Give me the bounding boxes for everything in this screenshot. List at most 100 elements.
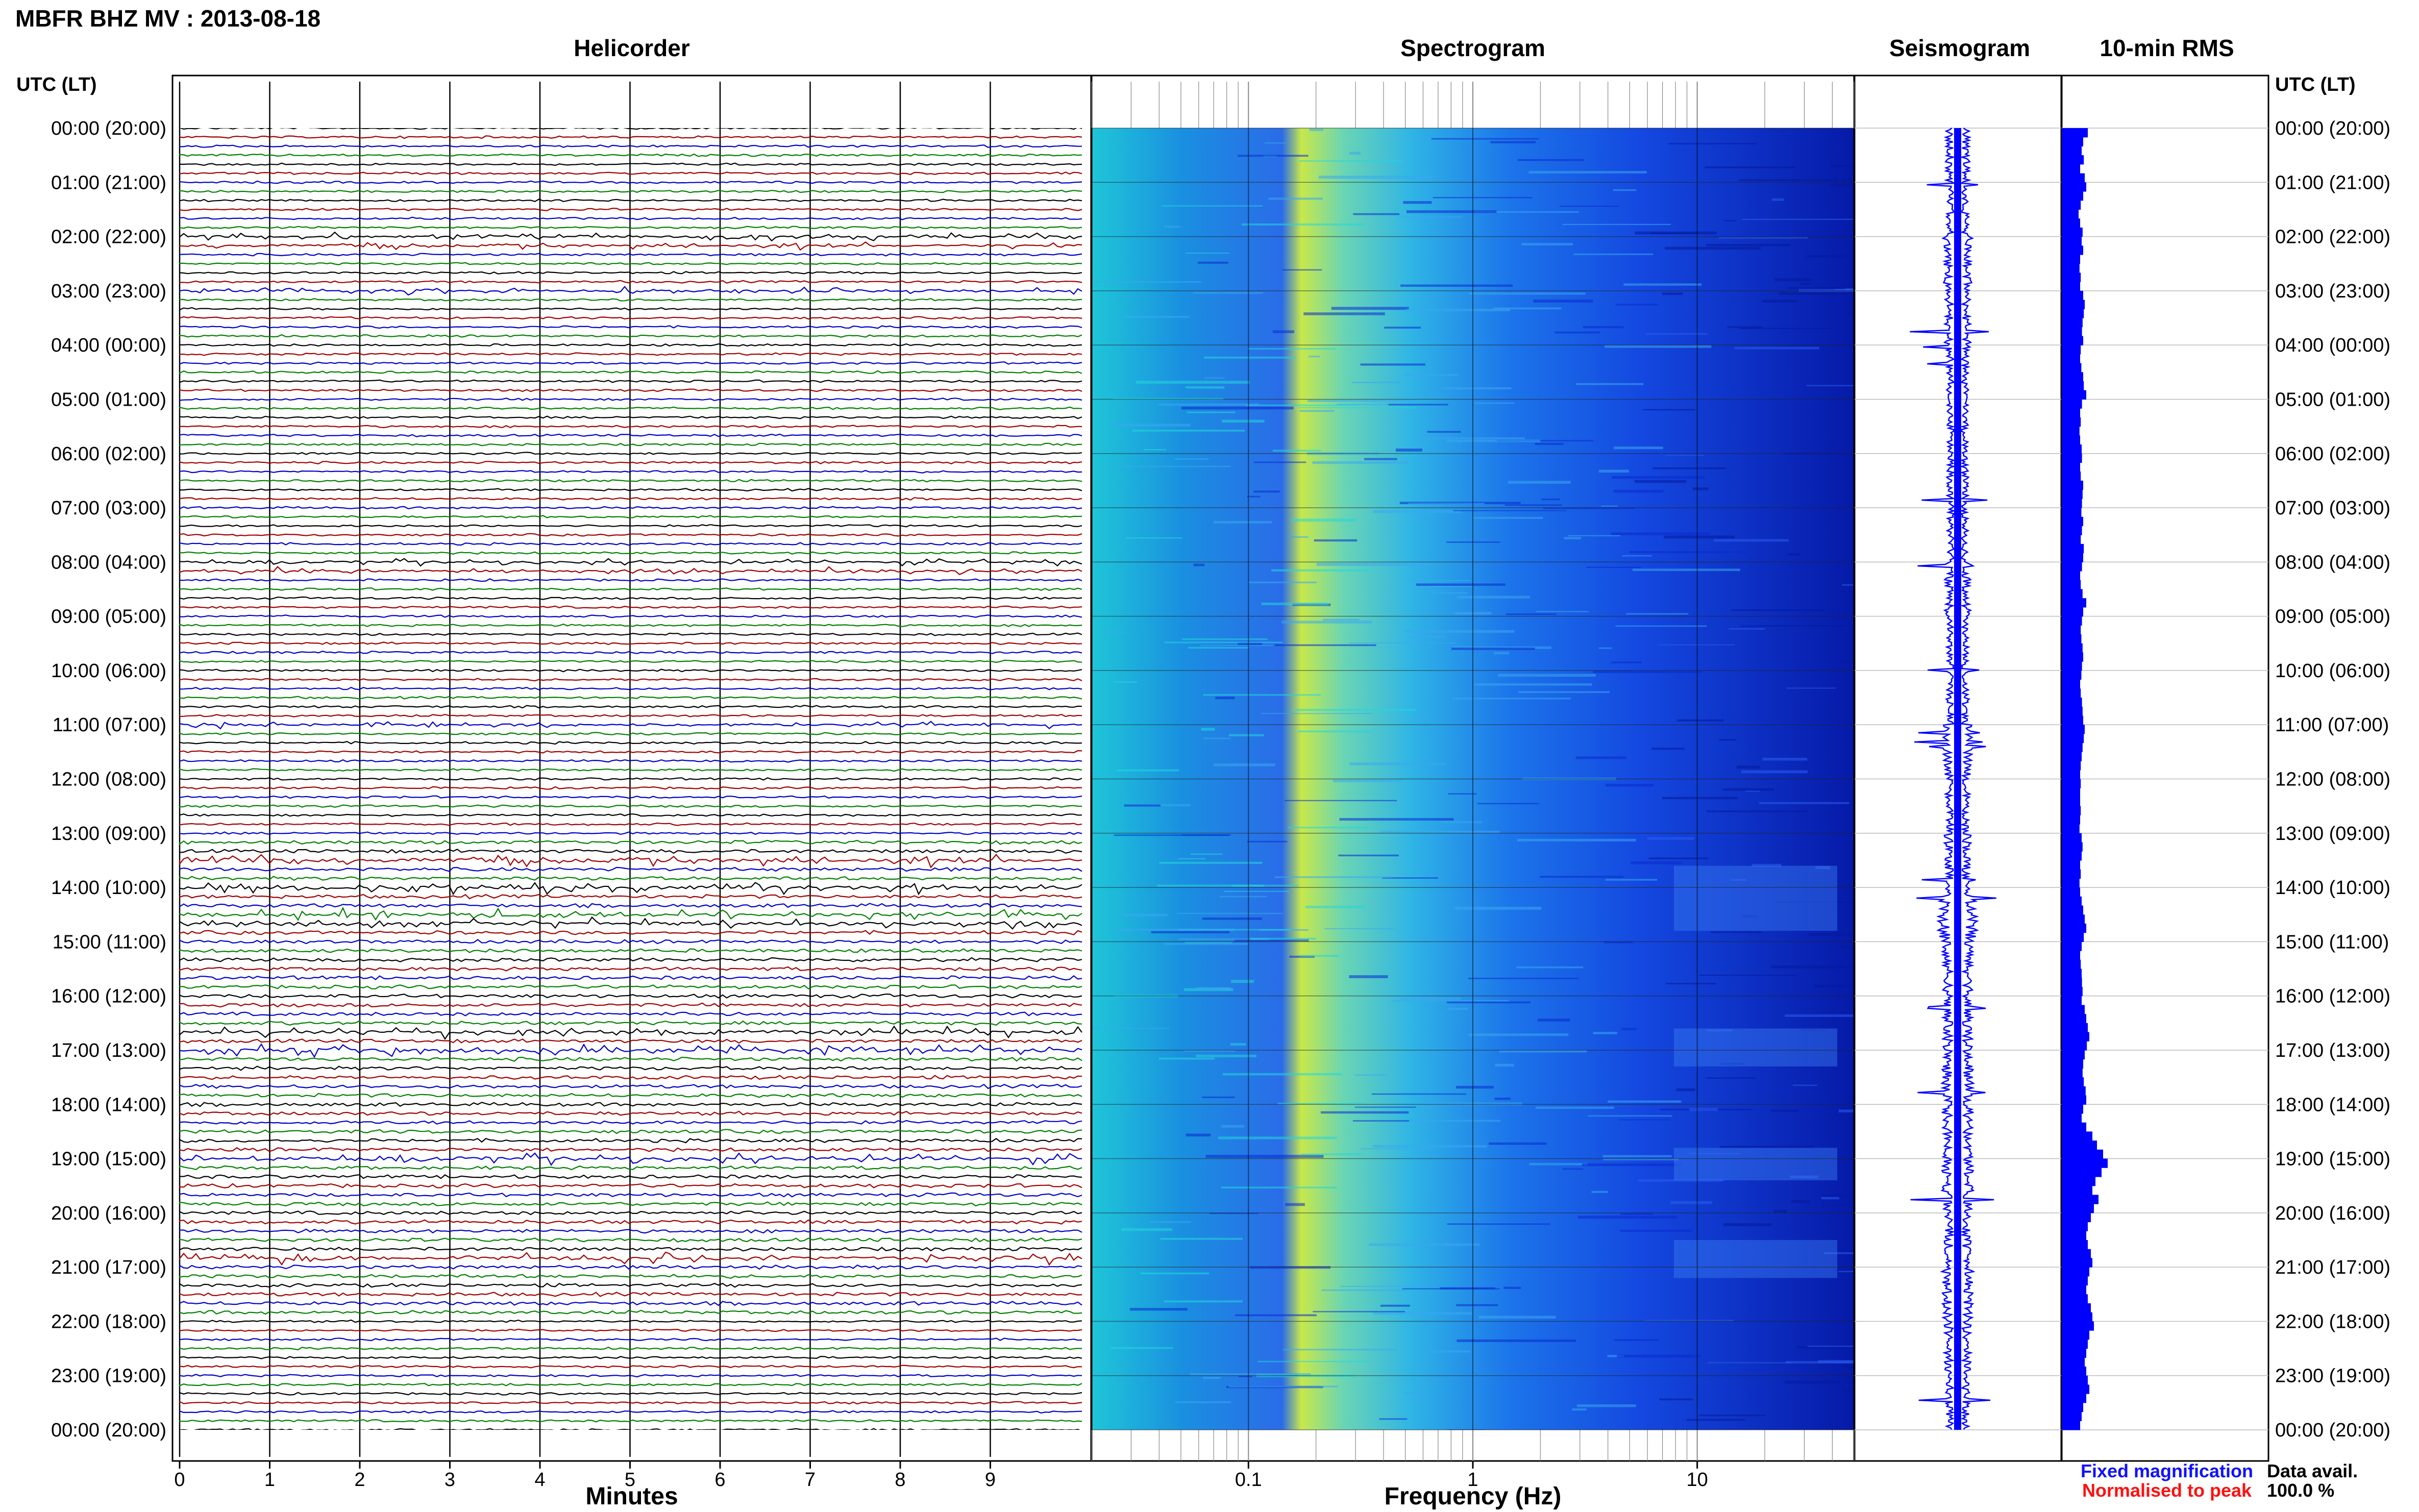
rms-bar bbox=[2062, 182, 2086, 192]
spectrogram-streak bbox=[1788, 287, 1841, 289]
helicorder-trace-row bbox=[179, 795, 1082, 799]
spectrogram-streak bbox=[1232, 884, 1299, 887]
helicorder-x-tick-label: 4 bbox=[534, 1469, 545, 1491]
spectrogram-streak bbox=[1831, 165, 1854, 167]
spectrogram-streak bbox=[1658, 644, 1735, 646]
spectrogram-streak bbox=[1341, 1285, 1416, 1287]
rms-bar bbox=[2062, 1411, 2082, 1421]
rms-bar bbox=[2062, 652, 2083, 662]
helicorder-trace-row bbox=[179, 285, 1082, 296]
spectrogram-streak bbox=[1468, 978, 1579, 979]
spectrogram-streak bbox=[1361, 1148, 1437, 1150]
rms-bar bbox=[2062, 932, 2084, 942]
spectrogram-streak bbox=[1776, 901, 1854, 903]
rms-bar bbox=[2062, 372, 2083, 382]
helicorder-trace-row bbox=[179, 587, 1082, 591]
spectrogram-streak bbox=[1686, 1419, 1745, 1421]
rms-bar bbox=[2062, 489, 2083, 499]
time-tick-label: 20:00 (16:00) bbox=[51, 1203, 166, 1224]
rms-bar bbox=[2062, 543, 2084, 554]
spectrogram-streak bbox=[1707, 1029, 1733, 1032]
rms-bar bbox=[2062, 516, 2083, 527]
spectrogram-streak bbox=[1404, 630, 1515, 633]
spectrogram-streak bbox=[1742, 915, 1758, 918]
spectrogram-streak bbox=[1403, 201, 1432, 204]
spectrogram-streak bbox=[1452, 698, 1571, 700]
spectrogram-streak bbox=[1614, 447, 1663, 450]
spectrogram-streak bbox=[1312, 461, 1409, 464]
spectrogram-streak bbox=[1503, 1286, 1521, 1289]
time-tick-label: 09:00 (05:00) bbox=[51, 606, 166, 628]
helicorder-trace-row bbox=[179, 334, 1082, 338]
spectrogram-streak bbox=[1535, 1106, 1614, 1109]
spectrogram-streak bbox=[1447, 439, 1540, 442]
rms-bar bbox=[2062, 1212, 2091, 1223]
helicorder-trace-row bbox=[179, 153, 1082, 157]
spectrogram-streak bbox=[1447, 1001, 1531, 1004]
spectrogram-streak bbox=[1249, 581, 1317, 584]
rms-bar bbox=[2062, 137, 2083, 146]
helicorder-trace-row bbox=[179, 524, 1082, 528]
time-tick-label: 11:00 (07:00) bbox=[53, 714, 166, 736]
rms-bar bbox=[2062, 1122, 2086, 1132]
spectrogram-streak bbox=[1352, 382, 1400, 383]
spectrogram-streak bbox=[1797, 1346, 1854, 1349]
spectrogram-streak bbox=[1307, 400, 1416, 402]
spectrogram-streak bbox=[1665, 246, 1761, 250]
spectrogram-streak bbox=[1626, 613, 1689, 615]
spectrogram-streak bbox=[1644, 1320, 1734, 1322]
helicorder-trace-row bbox=[179, 768, 1082, 772]
helicorder-trace-row bbox=[179, 425, 1082, 429]
spectrogram-streak bbox=[1603, 1158, 1679, 1160]
spectrogram-streak bbox=[1631, 861, 1682, 864]
helicorder-trace-row bbox=[179, 668, 1082, 673]
helicorder-trace-row bbox=[179, 566, 1082, 576]
spectrogram-streak bbox=[1298, 730, 1373, 733]
helicorder-trace-row bbox=[179, 732, 1082, 736]
helicorder-trace-row bbox=[179, 128, 1082, 130]
spectrogram-x-ticks: 0.1 1 10 bbox=[1235, 1461, 1708, 1491]
helicorder-trace-row bbox=[179, 721, 1082, 730]
helicorder-trace-row bbox=[179, 316, 1082, 320]
rms-bar bbox=[2062, 290, 2083, 301]
spectrogram-band bbox=[1674, 1240, 1837, 1278]
spectrogram-band bbox=[1674, 1028, 1837, 1067]
spectrogram-streak bbox=[1422, 1102, 1523, 1105]
spectrogram-streak bbox=[1121, 465, 1231, 467]
rms-bar bbox=[2062, 742, 2083, 752]
rms-bar bbox=[2062, 245, 2083, 255]
spectrogram-streak bbox=[1719, 1146, 1814, 1148]
spectrogram-streak bbox=[1182, 638, 1268, 640]
rms-bar bbox=[2062, 698, 2082, 707]
helicorder-trace-row bbox=[179, 1428, 1081, 1430]
rms-bar bbox=[2062, 363, 2082, 373]
helicorder-trace-row bbox=[179, 515, 1082, 518]
spectrogram-streak bbox=[1448, 793, 1477, 795]
helicorder-trace-row bbox=[179, 624, 1082, 628]
spectrogram-streak bbox=[1210, 1212, 1259, 1214]
helicorder-trace-row bbox=[179, 596, 1082, 600]
spectrogram-streak bbox=[1823, 1252, 1854, 1254]
helicorder-trace-row bbox=[179, 241, 1082, 251]
spectrogram-streak bbox=[1838, 1109, 1854, 1112]
spectrogram-streak bbox=[1718, 237, 1808, 239]
spectrogram-streak bbox=[1338, 854, 1399, 857]
rms-bar bbox=[2062, 1303, 2091, 1313]
spectrogram-streak bbox=[1129, 1308, 1188, 1311]
spectrogram-streak bbox=[1533, 300, 1593, 303]
helicorder-trace-row bbox=[179, 831, 1082, 835]
spectrogram-streak bbox=[1400, 284, 1513, 287]
spectrogram-streak bbox=[1299, 410, 1335, 412]
helicorder-trace-row bbox=[179, 180, 1082, 184]
rms-bar bbox=[2062, 1077, 2084, 1087]
legend-fixed-magnification: Fixed magnification bbox=[2081, 1460, 2253, 1481]
spectrogram-streak bbox=[1602, 1155, 1672, 1157]
rms-bar bbox=[2062, 1231, 2086, 1241]
time-axis-label-left: UTC (LT) bbox=[16, 74, 97, 95]
spectrogram-streak bbox=[1185, 386, 1225, 389]
spectrogram-streak bbox=[1313, 1311, 1405, 1312]
helicorder-trace-row bbox=[179, 804, 1082, 808]
spectrogram-streak bbox=[1431, 138, 1539, 140]
helicorder-trace-row bbox=[179, 1002, 1082, 1008]
time-tick-label: 11:00 (07:00) bbox=[2275, 714, 2389, 736]
